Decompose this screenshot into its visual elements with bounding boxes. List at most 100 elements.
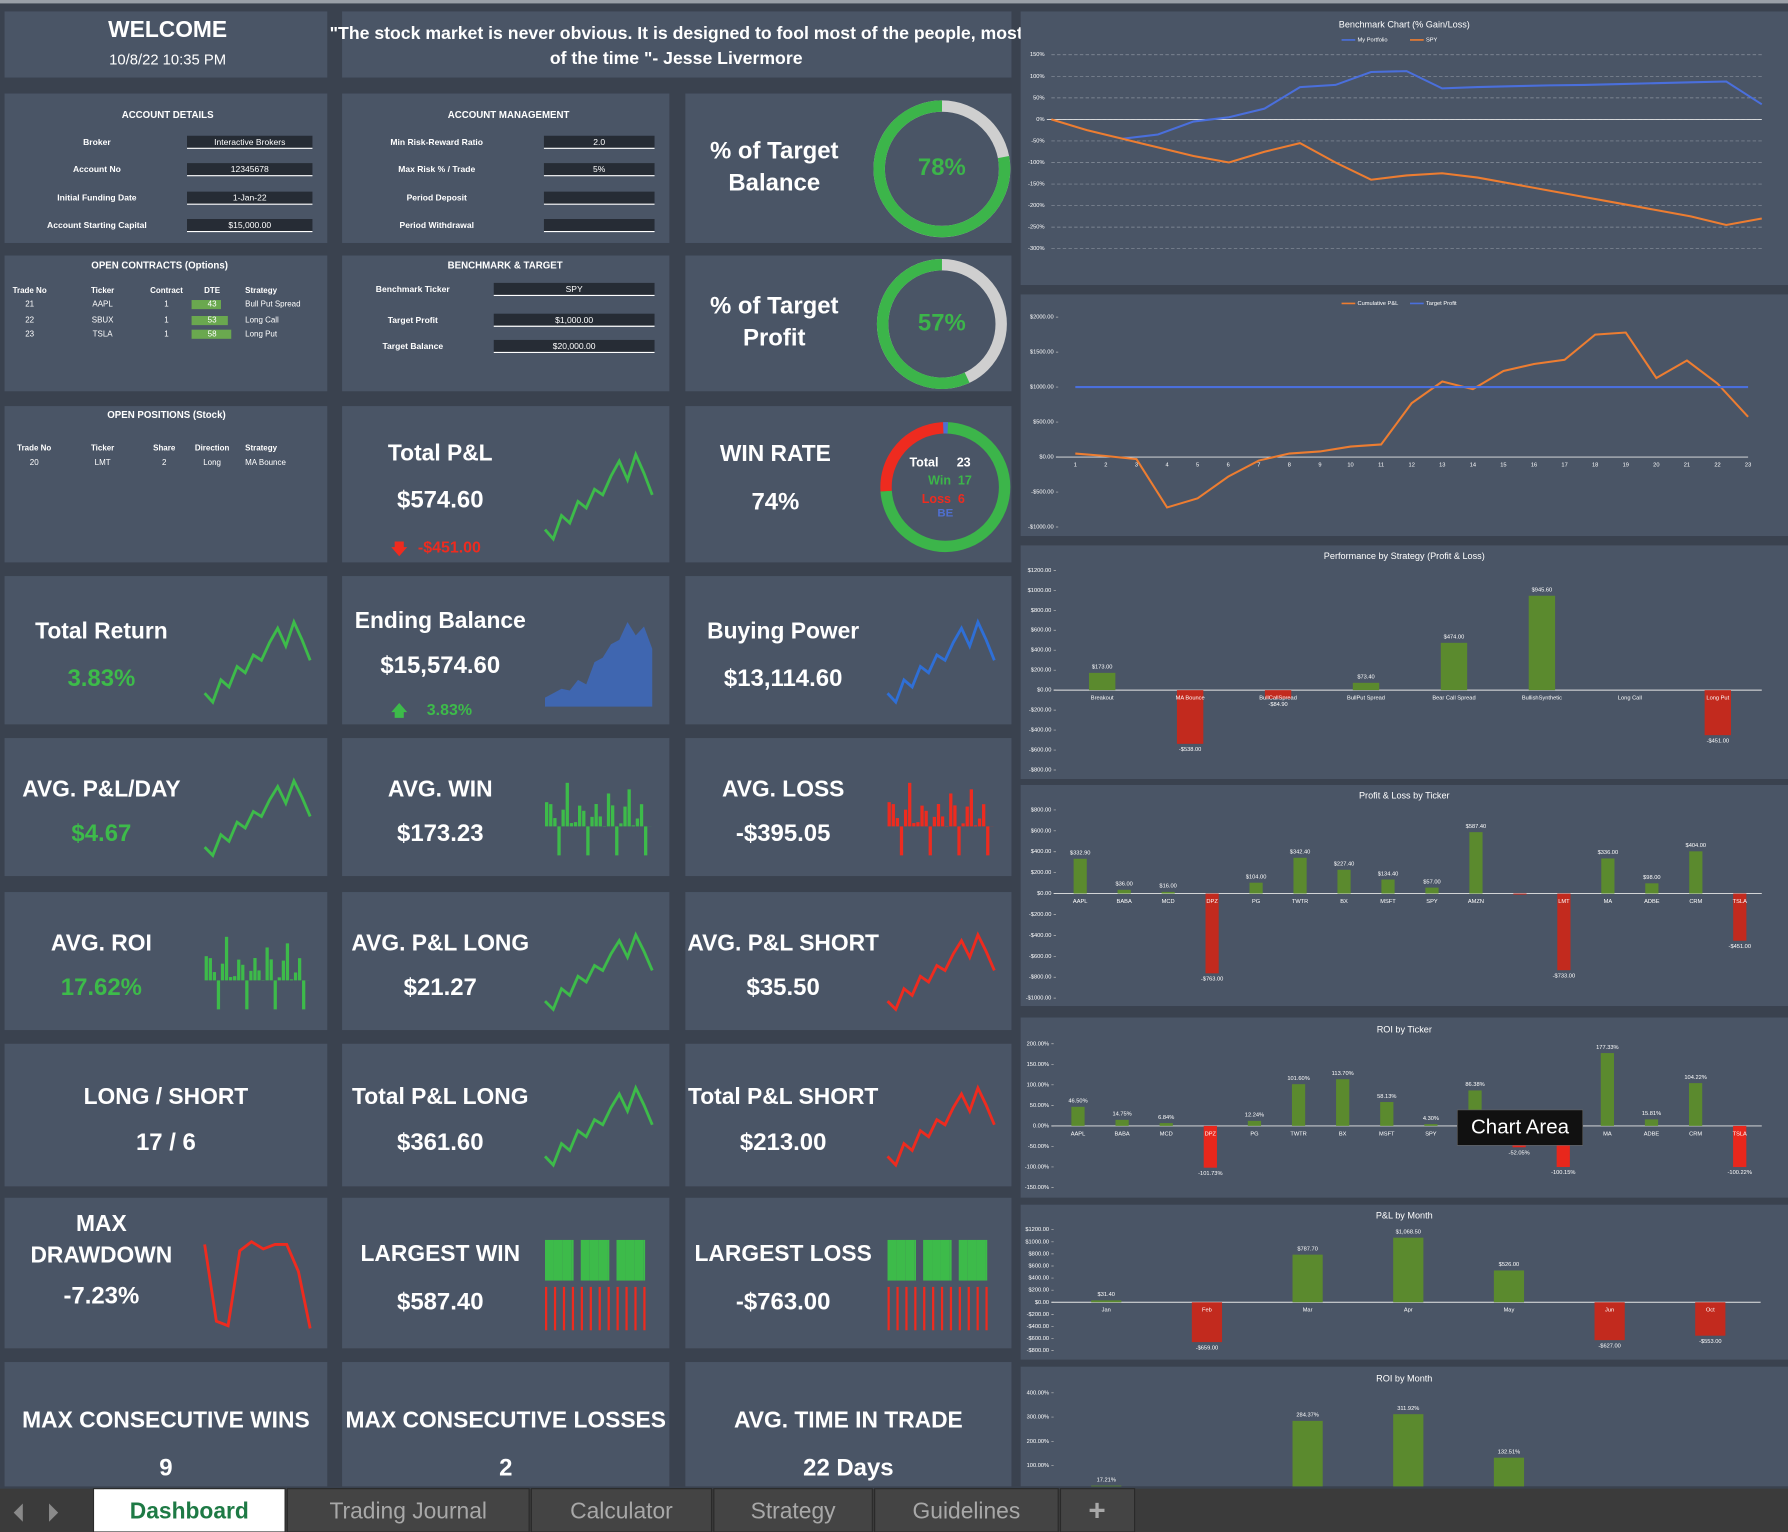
field-box	[187, 191, 313, 205]
field-label: Target Profit	[388, 315, 438, 325]
loss-label: Loss	[922, 492, 951, 506]
bar	[1292, 1420, 1323, 1487]
tab[interactable]	[713, 1488, 873, 1532]
cell: 53	[208, 316, 217, 325]
tile	[685, 255, 1012, 392]
column-header: Contract	[150, 286, 183, 295]
add-sheet-label[interactable]: +	[1088, 1494, 1105, 1527]
x-tick-label: PG	[1252, 899, 1260, 905]
gauge-title: Balance	[728, 170, 820, 197]
y-tick-label: -$1000.00	[1028, 525, 1054, 531]
y-tick-label: $2000.00	[1030, 315, 1054, 321]
cell: MA Bounce	[245, 458, 286, 467]
table-title: OPEN CONTRACTS (Options)	[91, 260, 228, 271]
gauge-arc	[873, 100, 1011, 238]
spark-bar	[986, 826, 990, 856]
column-header: Ticker	[91, 443, 114, 452]
spark-bar	[924, 810, 928, 827]
y-tick-label: $200.00	[1029, 1288, 1050, 1294]
x-tick-label: AAPL	[1071, 1131, 1086, 1137]
dte-bar	[191, 315, 228, 326]
x-tick-label: MA Bounce	[1176, 696, 1205, 702]
tab[interactable]	[530, 1488, 713, 1532]
tab-label[interactable]: Guidelines	[913, 1498, 1021, 1524]
x-tick-label: 17	[1561, 463, 1567, 469]
cell: 23	[25, 329, 34, 338]
kpi-value: 9	[159, 1454, 172, 1481]
bar	[1336, 1079, 1350, 1126]
tab[interactable]	[874, 1488, 1059, 1532]
tab-label[interactable]: Dashboard	[130, 1498, 249, 1524]
kpi-arrow	[391, 541, 408, 557]
cell: Long Call	[245, 316, 279, 325]
y-tick-label: -$800.00	[1027, 1348, 1049, 1354]
field-label: Account No	[73, 164, 121, 174]
x-tick-label: 5	[1196, 463, 1199, 469]
x-tick-label: 4	[1165, 463, 1168, 469]
y-tick-label: $200.00	[1031, 870, 1052, 876]
value-label: -$553.00	[1699, 1339, 1721, 1345]
kpi-title: Total P&L LONG	[352, 1083, 528, 1109]
chart: ROI by Month 400.00% 300.00% 200.00% 100.00%…	[1020, 1366, 1788, 1487]
spark-bar	[969, 789, 973, 827]
scroll-left[interactable]	[13, 1503, 23, 1522]
spark-bar	[961, 823, 965, 827]
x-tick-label: CRM	[1689, 1131, 1702, 1137]
y-tick-label: 100.00%	[1027, 1463, 1049, 1469]
x-tick-label: MSFT	[1380, 899, 1396, 905]
value-label: $104.00	[1246, 874, 1267, 880]
spark-bar	[949, 793, 953, 827]
spark-loss	[940, 1286, 944, 1331]
tab[interactable]	[92, 1488, 286, 1532]
bar	[1528, 595, 1556, 691]
spark-bar	[281, 960, 286, 981]
add-sheet[interactable]	[1059, 1488, 1136, 1532]
tab-label[interactable]: Trading Journal	[329, 1498, 487, 1524]
tab-label[interactable]: Strategy	[751, 1498, 836, 1524]
tile	[685, 576, 1012, 725]
value-label: $332.90	[1070, 851, 1091, 857]
tab-label[interactable]: Calculator	[570, 1498, 673, 1524]
tab[interactable]	[286, 1488, 530, 1532]
spark-loss	[932, 1286, 935, 1331]
value-label: $16.00	[1159, 884, 1176, 890]
spark-bar	[635, 818, 640, 827]
spark-bar	[553, 818, 557, 827]
value-label: $1,068.50	[1396, 1229, 1421, 1235]
x-tick-label: LMT	[1558, 899, 1570, 905]
y-tick-label: $200.00	[1031, 668, 1052, 674]
chart-title: P&L by Month	[1376, 1210, 1433, 1220]
spark-loss	[887, 1286, 890, 1331]
spark-bar	[265, 947, 269, 981]
gauge-title: % of Target	[710, 138, 839, 165]
column-header: Strategy	[245, 286, 277, 295]
kpi-value: -$763.00	[736, 1288, 830, 1315]
x-tick-label: 7	[1257, 463, 1260, 469]
spark-win	[985, 1239, 988, 1281]
value-label: -52.05%	[1509, 1150, 1530, 1156]
legend-label: SPY	[1426, 37, 1438, 43]
spark-bar	[228, 977, 233, 981]
kpi-arrow	[391, 703, 408, 718]
spark-win	[544, 1239, 554, 1281]
cell: AAPL	[92, 300, 113, 309]
y-tick-label: -150%	[1028, 182, 1044, 188]
spark-win	[625, 1239, 635, 1281]
x-tick-label: 22	[1714, 463, 1720, 469]
win-rate-title: WIN RATE	[720, 440, 831, 466]
scroll-right[interactable]	[49, 1503, 59, 1522]
cell: 22	[25, 316, 34, 325]
x-tick-label: Bear Call Spread	[1432, 696, 1475, 702]
tile	[4, 1197, 328, 1349]
spark-bar	[644, 826, 648, 856]
x-tick-label: CRM	[1689, 899, 1702, 905]
sparkline	[543, 450, 654, 542]
y-tick-label: $1000.00	[1025, 1239, 1049, 1245]
x-tick-label: MA	[1603, 1131, 1612, 1137]
value-label: -$763.00	[1201, 977, 1223, 983]
bar	[1688, 1083, 1703, 1126]
gauge-title: % of Target	[710, 293, 839, 320]
x-tick-label: DPZ	[1205, 1131, 1217, 1137]
table-title: OPEN POSITIONS (Stock)	[107, 410, 225, 421]
field-box	[187, 163, 313, 176]
